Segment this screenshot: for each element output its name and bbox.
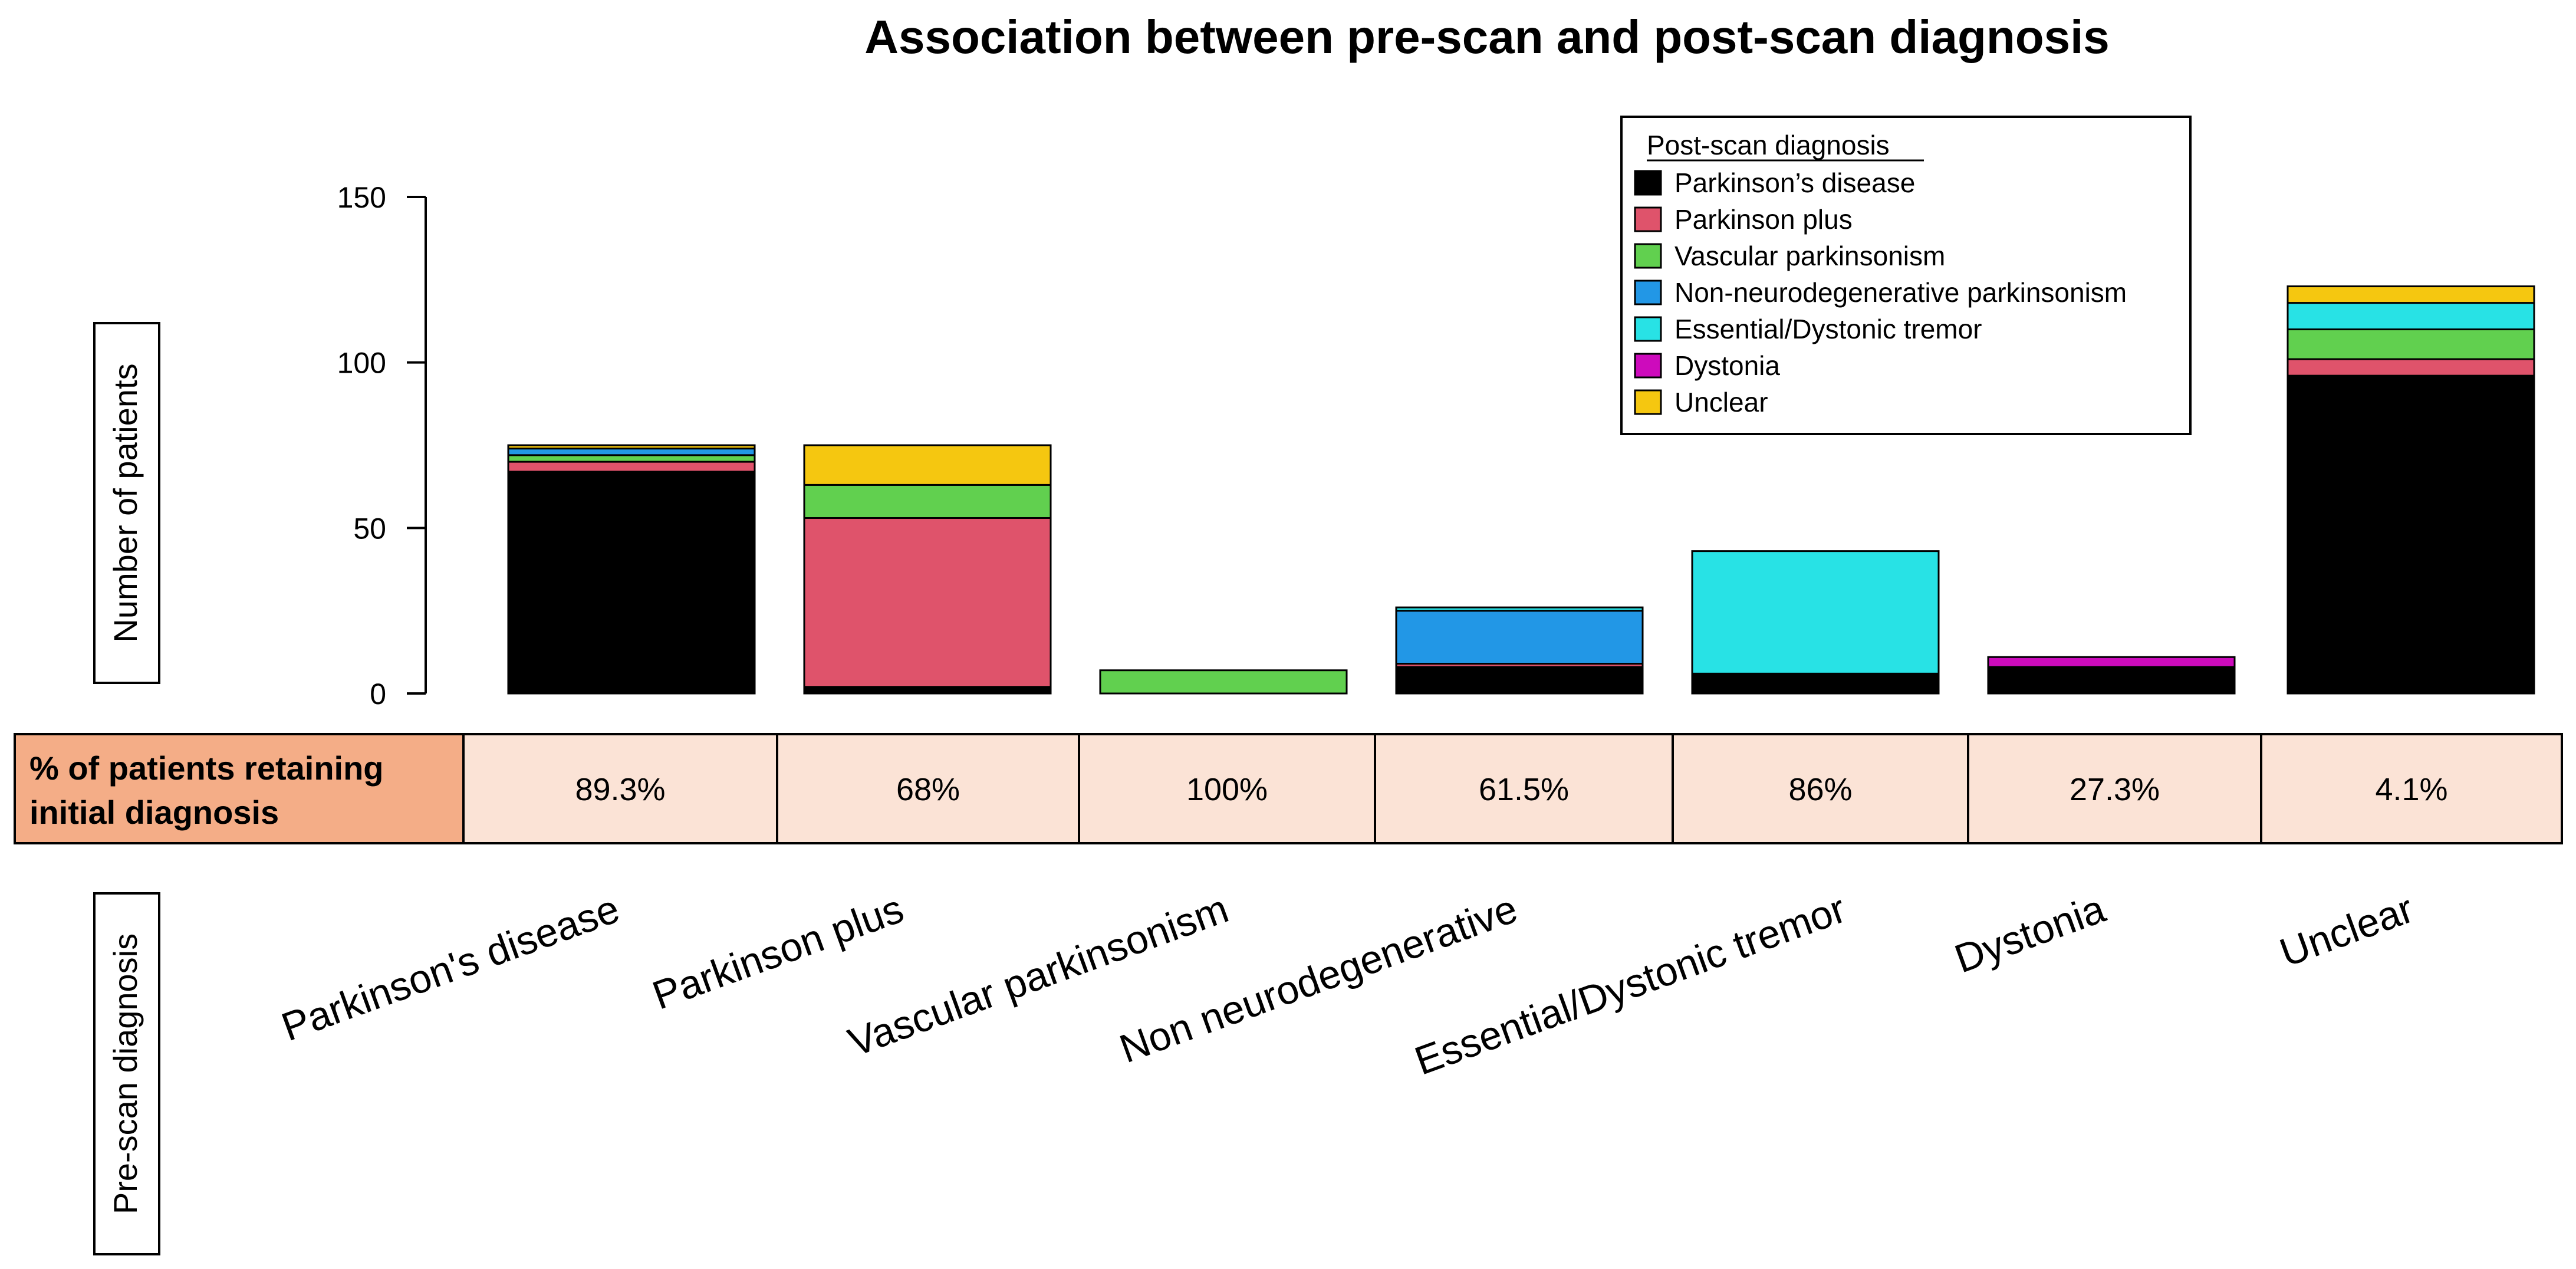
y-axis-label-box: Number of patients (93, 322, 160, 684)
bar-segment (507, 461, 756, 473)
x-category-label: Dystonia (1949, 886, 2111, 982)
legend-entry-label: Non-neurodegenerative parkinsonism (1674, 277, 2127, 308)
legend-items: Parkinson’s disease Parkinson plus Vascula… (1634, 167, 2127, 417)
table-header-line-2: initial diagnosis (29, 794, 279, 831)
table-cell (1078, 733, 1376, 844)
bar-segment (803, 484, 1052, 519)
x-category-label: Parkinson plus (647, 886, 909, 1018)
x-axis-label-box: Pre-scan diagnosis (93, 892, 160, 1255)
bar-segment (1691, 550, 1940, 675)
table-cell-value: 4.1% (2375, 772, 2447, 807)
table-header-cell (14, 733, 465, 844)
y-tick-label: 0 (370, 678, 386, 711)
table-cell (1374, 733, 1674, 844)
legend-swatch (1634, 389, 1662, 415)
x-category-labels: Parkinson's disease Parkinson plusVascula… (276, 886, 2419, 1084)
bar-segment (1099, 669, 1348, 695)
legend-swatch (1634, 243, 1662, 269)
bar-segment (803, 517, 1052, 688)
chart-title: Association between pre-scan and post-sc… (864, 11, 2110, 63)
legend-entry-label: Parkinson plus (1674, 204, 1853, 235)
legend-entry-label: Parkinson’s disease (1674, 167, 1915, 198)
table-cell (776, 733, 1080, 844)
bar-stack (2287, 285, 2535, 695)
y-tick-label: 150 (337, 181, 386, 214)
bar-segment (2287, 374, 2535, 695)
bar-segment (1395, 606, 1644, 612)
bars-group (507, 285, 2535, 695)
table-cell (462, 733, 778, 844)
bar-segment (507, 471, 756, 695)
table-cell (1672, 733, 1969, 844)
y-axis-label: Number of patients (107, 363, 144, 642)
bar-segment (2287, 328, 2535, 360)
bar-segment (1691, 672, 1940, 695)
bar-segment (507, 454, 756, 463)
bar-stack (1099, 669, 1348, 695)
table-cell-value: 68% (896, 772, 960, 807)
bar-segment (507, 444, 756, 450)
table-cell-value: 27.3% (2070, 772, 2160, 807)
bar-stack (803, 444, 1052, 695)
retention-table: % of patients retaining initial diagnosi… (14, 733, 2563, 844)
y-axis: 0 50 100 150 (337, 181, 427, 711)
legend-entry-label: Dystonia (1674, 350, 1780, 381)
bar-segment (803, 686, 1052, 695)
table-cell-value: 100% (1186, 772, 1268, 807)
legend-title: Post-scan diagnosis (1647, 130, 1890, 160)
x-axis-label: Pre-scan diagnosis (107, 933, 144, 1214)
legend-swatch (1634, 316, 1662, 342)
bar-segment (1395, 610, 1644, 665)
table-header-label: % of patients retaining initial diagnosi… (29, 749, 393, 831)
table-cell-value: 89.3% (575, 772, 665, 807)
bar-segment (1395, 666, 1644, 695)
bar-segment (2287, 358, 2535, 377)
bar-segment (2287, 302, 2535, 331)
bar-stack (1987, 656, 2236, 695)
legend-swatch (1634, 353, 1662, 379)
bar-segment (2287, 285, 2535, 304)
legend-entry-label: Essential/Dystonic tremor (1674, 314, 1982, 344)
bar-segment (1987, 666, 2236, 695)
legend-swatch (1634, 170, 1662, 196)
y-tick-label: 100 (337, 347, 386, 380)
bar-segment (803, 444, 1052, 486)
legend-swatch (1634, 206, 1662, 232)
legend: Post-scan diagnosis Parkinson’s diseaseP… (1620, 116, 2192, 435)
legend-box (1620, 116, 2192, 435)
table-cell-value: 61.5% (1479, 772, 1569, 807)
table-cell-value: 86% (1788, 772, 1852, 807)
bar-stack (1691, 550, 1940, 695)
x-category-label: Parkinson's disease (276, 886, 625, 1050)
table-header-line-1: % of patients retaining (29, 749, 384, 787)
x-category-label: Unclear (2274, 886, 2419, 976)
table-cell (2260, 733, 2563, 844)
table-cells: 89.3% 68% 100% 61.5% 86% 27.3% 4.1% (462, 733, 2563, 844)
bar-stack (1395, 606, 1644, 695)
bar-segment (507, 448, 756, 456)
y-tick-label: 50 (353, 512, 386, 545)
legend-swatch (1634, 280, 1662, 305)
legend-entry-label: Unclear (1674, 387, 1768, 417)
legend-entry-label: Vascular parkinsonism (1674, 241, 1945, 271)
bar-stack (507, 444, 756, 695)
bar-segment (1987, 656, 2236, 668)
